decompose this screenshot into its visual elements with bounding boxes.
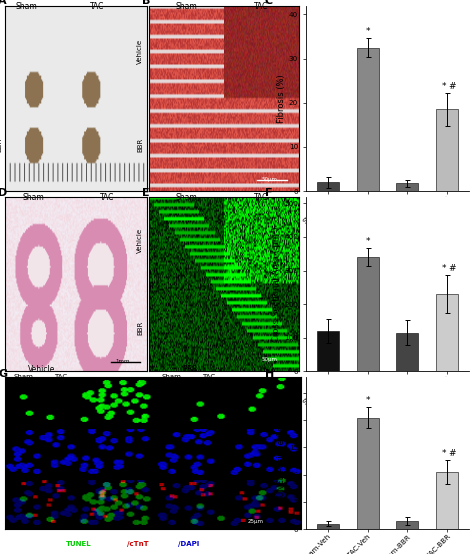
Text: #: # [448,264,456,273]
Bar [356,257,379,371]
Text: BBR: BBR [0,137,2,152]
Bar [396,332,419,371]
Text: Vehicle: Vehicle [137,39,143,64]
Bar [437,294,458,371]
Bar [317,182,338,191]
Bar [356,48,379,191]
Text: D: D [0,188,7,198]
Text: 50μm: 50μm [261,357,277,362]
Text: Sham: Sham [13,373,33,379]
Text: G: G [0,369,8,379]
Text: Sham: Sham [15,2,37,11]
Text: Sham: Sham [162,373,182,379]
Bar [396,183,419,191]
Text: Vehicle: Vehicle [28,365,55,373]
Text: 25μm: 25μm [247,520,264,525]
Text: TAC: TAC [100,193,114,202]
Text: #: # [448,82,456,91]
Bar [437,472,458,529]
Text: BBR: BBR [137,137,143,152]
Bar [356,418,379,529]
Text: Sham: Sham [176,193,198,202]
Text: TAC: TAC [254,193,268,202]
Text: /cTnT: /cTnT [127,541,149,547]
Text: TAC: TAC [202,373,215,379]
Text: TUNEL: TUNEL [66,541,91,547]
Text: *: * [442,82,447,91]
Text: TAC: TAC [54,373,67,379]
Bar [317,331,338,371]
Text: Vehicle: Vehicle [137,228,143,253]
Text: F: F [265,188,273,198]
Text: BBR: BBR [137,320,143,335]
Text: A: A [0,0,6,6]
Bar [437,109,458,191]
Text: *: * [365,396,370,405]
Text: BBR: BBR [182,365,198,373]
Text: 50μm: 50μm [261,177,277,182]
Text: /DAPI: /DAPI [178,541,199,547]
Text: TAC: TAC [254,2,268,11]
Text: Vehicle: Vehicle [0,39,2,64]
Text: E: E [142,188,149,198]
Text: #: # [448,449,456,459]
Y-axis label: TUNEL Positive Cell (%): TUNEL Positive Cell (%) [277,404,286,502]
Text: 1mm: 1mm [116,359,130,364]
Text: TAC: TAC [90,2,104,11]
Text: *: * [442,264,447,273]
Bar [317,524,338,529]
Text: *: * [365,27,370,36]
Bar [396,521,419,529]
Y-axis label: Cross-Sectional Area ( μm²): Cross-Sectional Area ( μm²) [273,226,282,342]
Text: H: H [265,369,274,379]
Text: *: * [442,449,447,459]
Text: C: C [265,0,273,6]
Text: Sham: Sham [22,193,44,202]
Text: B: B [142,0,150,6]
Text: *: * [365,237,370,246]
Y-axis label: Fibrosis (%): Fibrosis (%) [277,74,286,122]
Text: Sham: Sham [176,2,198,11]
